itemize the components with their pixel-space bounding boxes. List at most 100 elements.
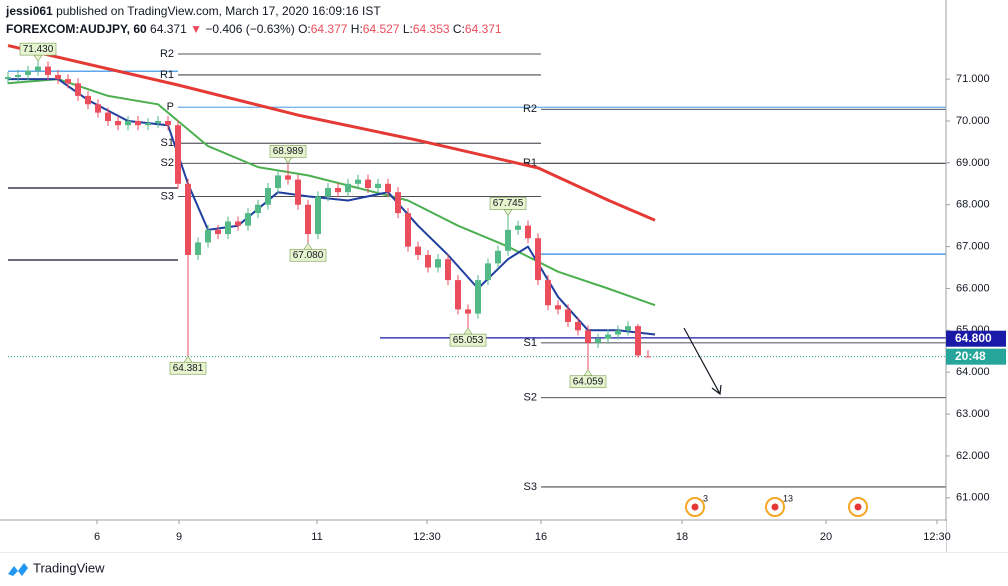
c: 64.371	[465, 22, 502, 36]
x-tick-label: 16	[535, 531, 547, 543]
candle-body	[55, 74, 61, 80]
candle-body	[435, 259, 441, 268]
y-tick-label: 66.000	[956, 282, 990, 294]
candle-body	[505, 229, 511, 251]
pivot-label: S1	[524, 337, 537, 349]
candle-body	[155, 120, 161, 124]
candle-body	[545, 280, 551, 306]
y-tick-label: 62.000	[956, 450, 990, 462]
candle-body	[465, 309, 471, 314]
candle-body	[525, 225, 531, 239]
pivot-label: S1	[161, 137, 174, 149]
candle-body	[145, 123, 151, 126]
candle-body	[635, 326, 641, 356]
candle-body	[275, 175, 281, 188]
hilo-label: 64.381	[173, 363, 204, 374]
pivot-label: P	[167, 101, 174, 113]
x-tick-label: 20	[820, 531, 832, 543]
candle-body	[605, 334, 611, 339]
user: jessi061	[5, 4, 53, 18]
candle-body	[395, 192, 401, 214]
pivot-label: S2	[161, 157, 174, 169]
candle-body	[385, 183, 391, 193]
candle-body	[585, 330, 591, 343]
price-tag	[946, 330, 1006, 347]
hilo-box	[569, 375, 607, 389]
candle-body	[515, 225, 521, 230]
hilo-box	[269, 145, 307, 158]
candle-body	[125, 120, 131, 126]
candle-body	[35, 66, 41, 71]
last: 64.371	[150, 22, 187, 36]
symbol: FOREXCOM:AUDJPY, 60	[6, 22, 147, 36]
candle-body	[575, 321, 581, 331]
hilo-box	[489, 197, 527, 210]
moving-average	[7, 78, 656, 307]
candle-body	[485, 263, 491, 281]
candle-body	[165, 120, 171, 126]
candle-body	[625, 326, 631, 331]
logo: TradingView	[8, 560, 105, 576]
candle-body	[235, 221, 241, 226]
candle-body	[335, 187, 341, 193]
y-tick-label: 70.000	[956, 115, 990, 127]
candle-body	[325, 187, 331, 197]
hilo-label: 71.430	[23, 44, 54, 55]
candle-body	[25, 70, 31, 75]
candle-body	[645, 356, 651, 358]
y-tick-label: 68.000	[956, 199, 990, 211]
h: 64.527	[363, 22, 400, 36]
hilo-label: 67.080	[293, 250, 324, 261]
candle-body	[445, 259, 451, 281]
candle-body	[565, 309, 571, 322]
candle-body	[105, 112, 111, 121]
candle-body	[415, 246, 421, 255]
candle-body	[555, 305, 561, 310]
candle-body	[45, 66, 51, 75]
candle-body	[245, 213, 251, 226]
candle-body	[295, 179, 301, 205]
l-label: L:	[403, 22, 413, 36]
candle-body	[75, 83, 81, 96]
event-dot	[691, 503, 699, 511]
event-count: 3	[703, 493, 708, 503]
moving-average	[7, 44, 656, 222]
candle-body	[365, 179, 371, 188]
header-line-2: FOREXCOM:AUDJPY, 60 64.371 ▼ −0.406 (−0.…	[6, 22, 502, 36]
candle-body	[315, 196, 321, 235]
candle-body	[255, 204, 261, 214]
plot: R2R1PS1S2S3R2R1S1S2S371.43064.38168.9896…	[5, 42, 946, 517]
y-tick-label: 69.000	[956, 157, 990, 169]
hilo-box	[169, 361, 207, 375]
header-line-1: jessi061 published on TradingView.com, M…	[5, 4, 381, 18]
candle-body	[185, 183, 191, 255]
candle-body	[5, 77, 11, 80]
hilo-label: 68.989	[273, 146, 304, 157]
candle-body	[195, 242, 201, 255]
candle-body	[345, 183, 351, 193]
x-tick-label: 9	[176, 531, 182, 543]
candle-body	[15, 74, 21, 78]
hilo-box	[19, 42, 57, 56]
l: 64.353	[413, 22, 450, 36]
y-tick-label: 61.000	[956, 492, 990, 504]
candle-body	[375, 183, 381, 188]
candle-body	[355, 179, 361, 184]
hilo-label: 65.053	[453, 335, 484, 346]
price-tag-label: 64.800	[955, 331, 992, 345]
candle-body	[285, 175, 291, 180]
candle-body	[115, 120, 121, 126]
header-backdrop	[4, 3, 524, 37]
candle-body	[405, 213, 411, 247]
h-label: H:	[351, 22, 363, 36]
pivot-label: R2	[160, 48, 174, 60]
pivot-label: S3	[524, 481, 537, 493]
candle-body	[495, 250, 501, 264]
candle-body	[205, 229, 211, 243]
candle-body	[595, 338, 601, 343]
hilo-box	[289, 248, 327, 262]
candle-body	[215, 229, 221, 235]
y-tick-label: 64.000	[956, 366, 990, 378]
